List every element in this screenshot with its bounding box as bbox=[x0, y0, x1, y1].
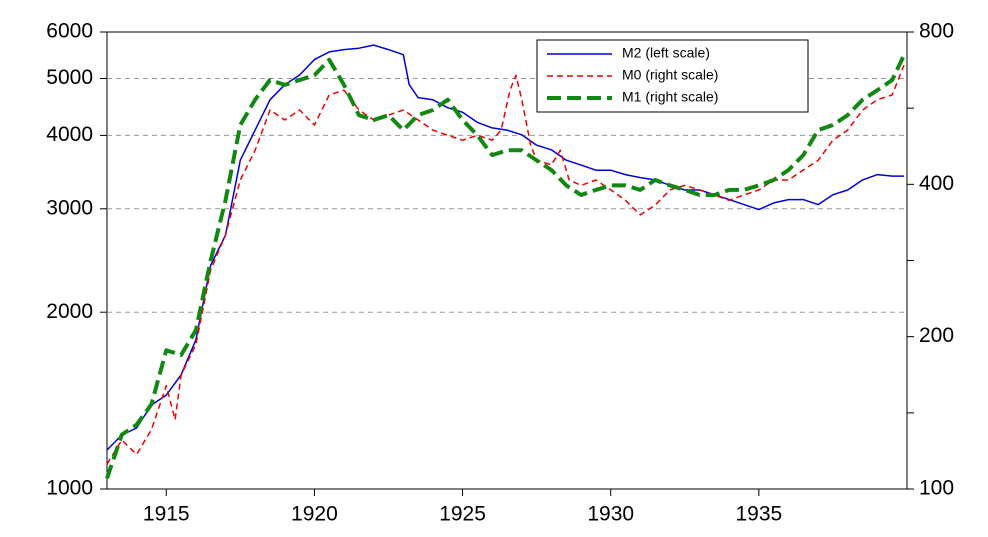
y-tick-label: 6000 bbox=[46, 20, 93, 43]
y-tick-label: 4000 bbox=[46, 123, 93, 146]
y-tick-label: 1000 bbox=[46, 477, 93, 500]
x-tick-label: 1925 bbox=[439, 503, 486, 526]
y2-tick-label: 800 bbox=[919, 20, 954, 43]
y2-tick-label: 400 bbox=[919, 172, 954, 195]
y-tick-label: 2000 bbox=[46, 300, 93, 323]
series-line bbox=[106, 44, 904, 451]
series-line bbox=[106, 64, 905, 465]
y-tick-label: 3000 bbox=[46, 196, 93, 219]
x-tick-label: 1935 bbox=[735, 503, 782, 526]
x-tick-label: 1920 bbox=[291, 503, 338, 526]
x-tick-label: 1930 bbox=[587, 503, 634, 526]
series-line bbox=[105, 54, 906, 479]
legend-label: M2 (left scale) bbox=[622, 45, 710, 61]
y-tick-label: 5000 bbox=[46, 66, 93, 89]
y2-tick-label: 200 bbox=[919, 324, 954, 347]
y2-tick-label: 100 bbox=[919, 477, 954, 500]
x-tick-label: 1915 bbox=[143, 503, 190, 526]
legend-label: M1 (right scale) bbox=[622, 89, 718, 105]
legend-label: M0 (right scale) bbox=[622, 67, 718, 83]
